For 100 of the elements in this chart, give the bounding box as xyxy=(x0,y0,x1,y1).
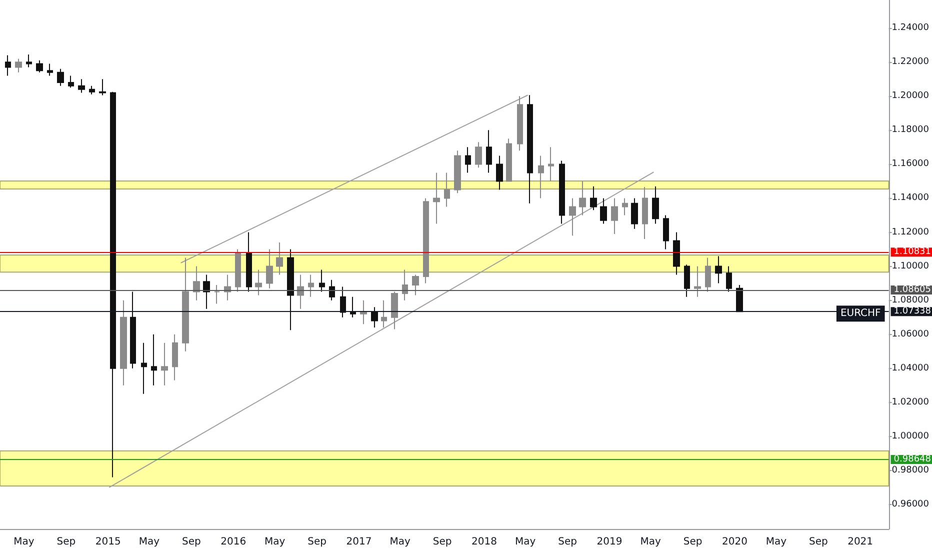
candlestick xyxy=(308,274,314,298)
candlestick xyxy=(5,54,11,76)
candlestick xyxy=(381,300,387,328)
candlestick xyxy=(715,256,722,284)
x-tick-label: 2020 xyxy=(722,536,748,548)
candlestick xyxy=(600,198,607,224)
candlestick xyxy=(266,248,273,289)
candlestick xyxy=(444,172,450,208)
candlestick xyxy=(559,160,565,224)
candlestick xyxy=(276,242,283,276)
candlestick xyxy=(673,232,680,276)
ref-line-label: 1.10831 xyxy=(894,247,931,258)
x-tick-label: Sep xyxy=(432,536,452,548)
candlestick xyxy=(506,138,512,182)
candlestick xyxy=(548,146,554,182)
candlestick xyxy=(663,214,669,250)
candlestick xyxy=(579,180,586,216)
candlestick xyxy=(110,91,116,478)
candlestick xyxy=(538,155,544,199)
candlestick xyxy=(36,60,43,73)
candlestick xyxy=(329,279,335,301)
candlestick xyxy=(433,172,440,224)
candlestick xyxy=(203,274,210,310)
candlestick xyxy=(496,155,503,190)
candlestick xyxy=(475,142,482,168)
candlestick xyxy=(412,274,419,296)
y-tick-label: 1.18000 xyxy=(892,125,930,136)
candlestick xyxy=(642,186,648,240)
x-tick-label: 2016 xyxy=(220,536,246,548)
x-tick-label: 2021 xyxy=(848,536,874,548)
y-tick-label: 1.12000 xyxy=(892,227,930,238)
y-tick-label: 1.02000 xyxy=(892,397,930,408)
candlestick xyxy=(120,300,127,386)
candlestick xyxy=(193,266,200,301)
candlestick xyxy=(684,264,690,298)
y-tick-label: 1.16000 xyxy=(892,159,930,170)
candlestick xyxy=(99,78,106,96)
candlestick xyxy=(465,146,471,174)
candlestick xyxy=(391,291,398,330)
x-tick-label: Sep xyxy=(56,536,76,548)
candlestick xyxy=(652,186,659,224)
candlestick xyxy=(141,342,147,394)
candlestick xyxy=(214,284,220,304)
candlestick xyxy=(57,68,64,86)
candlestick xyxy=(340,286,346,318)
candlestick xyxy=(319,269,325,292)
annotation: EURCHF xyxy=(840,308,882,320)
candlestick xyxy=(694,266,701,298)
candlestick xyxy=(611,198,618,234)
candlestick xyxy=(736,284,743,312)
x-tick-label: May xyxy=(138,536,160,548)
candlestick xyxy=(172,334,178,381)
x-tick-label: May xyxy=(390,536,411,548)
x-tick-label: Sep xyxy=(809,536,828,548)
candlestick xyxy=(68,75,74,88)
candlestick xyxy=(287,248,294,331)
x-tick-label: 2019 xyxy=(596,536,622,548)
candlestick xyxy=(486,130,492,174)
candlestick xyxy=(517,96,523,152)
y-tick-label: 1.06000 xyxy=(892,329,930,340)
candlestick xyxy=(26,54,32,68)
candlestick xyxy=(569,198,576,236)
x-tick-label: Sep xyxy=(558,536,578,548)
candlestick xyxy=(47,63,53,76)
y-tick-label: 0.96000 xyxy=(892,500,930,510)
x-tick-label: May xyxy=(766,536,787,548)
y-tick-label: 1.04000 xyxy=(892,363,930,374)
x-tick-label: May xyxy=(14,536,34,548)
x-tick-label: 2017 xyxy=(346,536,372,548)
x-tick-label: May xyxy=(515,536,536,548)
candlestick xyxy=(350,296,356,318)
candlestick xyxy=(151,334,157,386)
candlestick xyxy=(89,85,95,95)
x-tick-label: Sep xyxy=(683,536,702,548)
candlestick xyxy=(360,300,367,325)
candlestick xyxy=(454,150,461,194)
x-tick-label: May xyxy=(264,536,286,548)
y-tick-label: 0.98000 xyxy=(892,465,930,476)
candlestick xyxy=(297,274,304,310)
candlestick xyxy=(15,58,22,73)
y-tick-label: 1.10000 xyxy=(892,261,930,272)
y-tick-label: 1.08000 xyxy=(892,295,930,306)
y-tick-label: 1.00000 xyxy=(892,431,930,442)
y-tick-label: 1.22000 xyxy=(892,57,930,68)
candlestick xyxy=(705,257,711,292)
candlestick xyxy=(246,232,252,292)
candlestick xyxy=(631,198,638,230)
y-tick-label: 1.20000 xyxy=(892,91,930,102)
candlestick xyxy=(726,266,732,292)
x-tick-label: Sep xyxy=(308,536,327,548)
y-tick-label: 1.24000 xyxy=(892,23,930,34)
candlestick xyxy=(182,257,189,352)
candlestick xyxy=(78,78,85,94)
candlestick xyxy=(255,269,262,296)
candlestick xyxy=(371,306,378,328)
ref-line-label: 1.07338 xyxy=(894,306,932,317)
candlestick xyxy=(235,248,241,292)
x-tick-label: 2015 xyxy=(95,536,121,548)
candlestick xyxy=(590,186,597,211)
ref-line-label: 1.08605 xyxy=(894,285,931,296)
